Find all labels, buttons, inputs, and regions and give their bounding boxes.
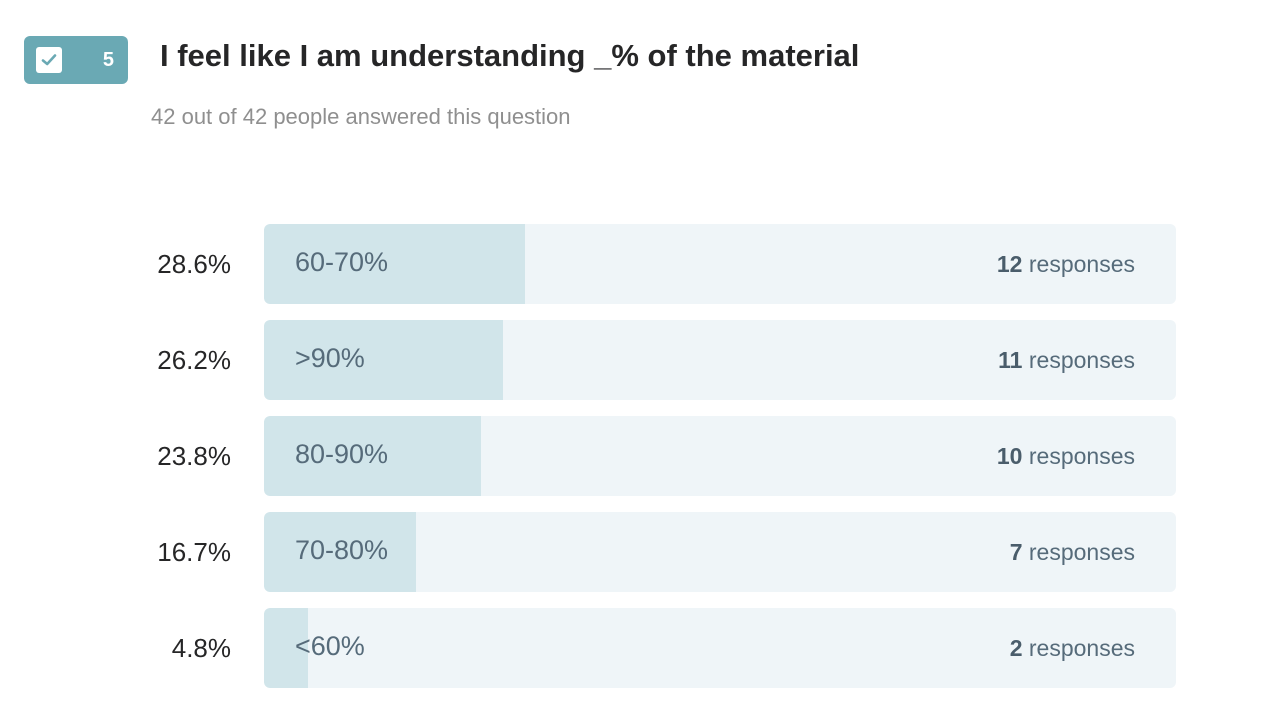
result-row: 23.8% 80-90% 10 responses [0,416,1272,496]
answered-summary: 42 out of 42 people answered this questi… [151,104,571,129]
percent-label: 16.7% [157,537,231,567]
response-count-number: 10 [996,443,1023,469]
result-row: 28.6% 60-70% 12 responses [0,224,1272,304]
response-count: 12 responses [997,224,1135,304]
response-count-number: 12 [996,251,1023,277]
response-count-unit: responses [1022,347,1135,373]
response-count-number: 2 [1009,635,1023,661]
response-count-unit: responses [1022,251,1135,277]
bar [264,224,525,304]
checkbox-icon [36,47,62,73]
bar [264,320,503,400]
question-title: I feel like I am understanding _% of the… [160,38,860,73]
response-count-unit: responses [1022,635,1135,661]
response-count-number: 11 [998,347,1023,373]
bar [264,416,481,496]
category-label: 80-90% [295,439,389,469]
bar [264,608,308,688]
result-row: 26.2% >90% 11 responses [0,320,1272,400]
bar-track: <60% 2 responses [264,608,1176,688]
category-label: 60-70% [295,247,389,277]
category-label: <60% [295,631,365,661]
question-number-badge: 5 [24,36,128,84]
percent-label: 26.2% [157,345,231,375]
percent-label: 23.8% [157,441,231,471]
response-count: 2 responses [1010,608,1135,688]
percent-label: 28.6% [157,249,231,279]
response-count: 7 responses [1010,512,1135,592]
response-count: 10 responses [997,416,1135,496]
question-number: 5 [102,49,114,71]
response-count-unit: responses [1022,539,1135,565]
response-count-number: 7 [1009,539,1023,565]
bar-track: 60-70% 12 responses [264,224,1176,304]
bar [264,512,416,592]
result-row: 16.7% 70-80% 7 responses [0,512,1272,592]
category-label: 70-80% [295,535,389,565]
percent-label: 4.8% [171,633,231,663]
bar-track: >90% 11 responses [264,320,1176,400]
response-count-unit: responses [1022,443,1135,469]
bar-track: 80-90% 10 responses [264,416,1176,496]
bar-track: 70-80% 7 responses [264,512,1176,592]
category-label: >90% [295,343,365,373]
result-row: 4.8% <60% 2 responses [0,608,1272,688]
response-count: 11 responses [998,320,1135,400]
